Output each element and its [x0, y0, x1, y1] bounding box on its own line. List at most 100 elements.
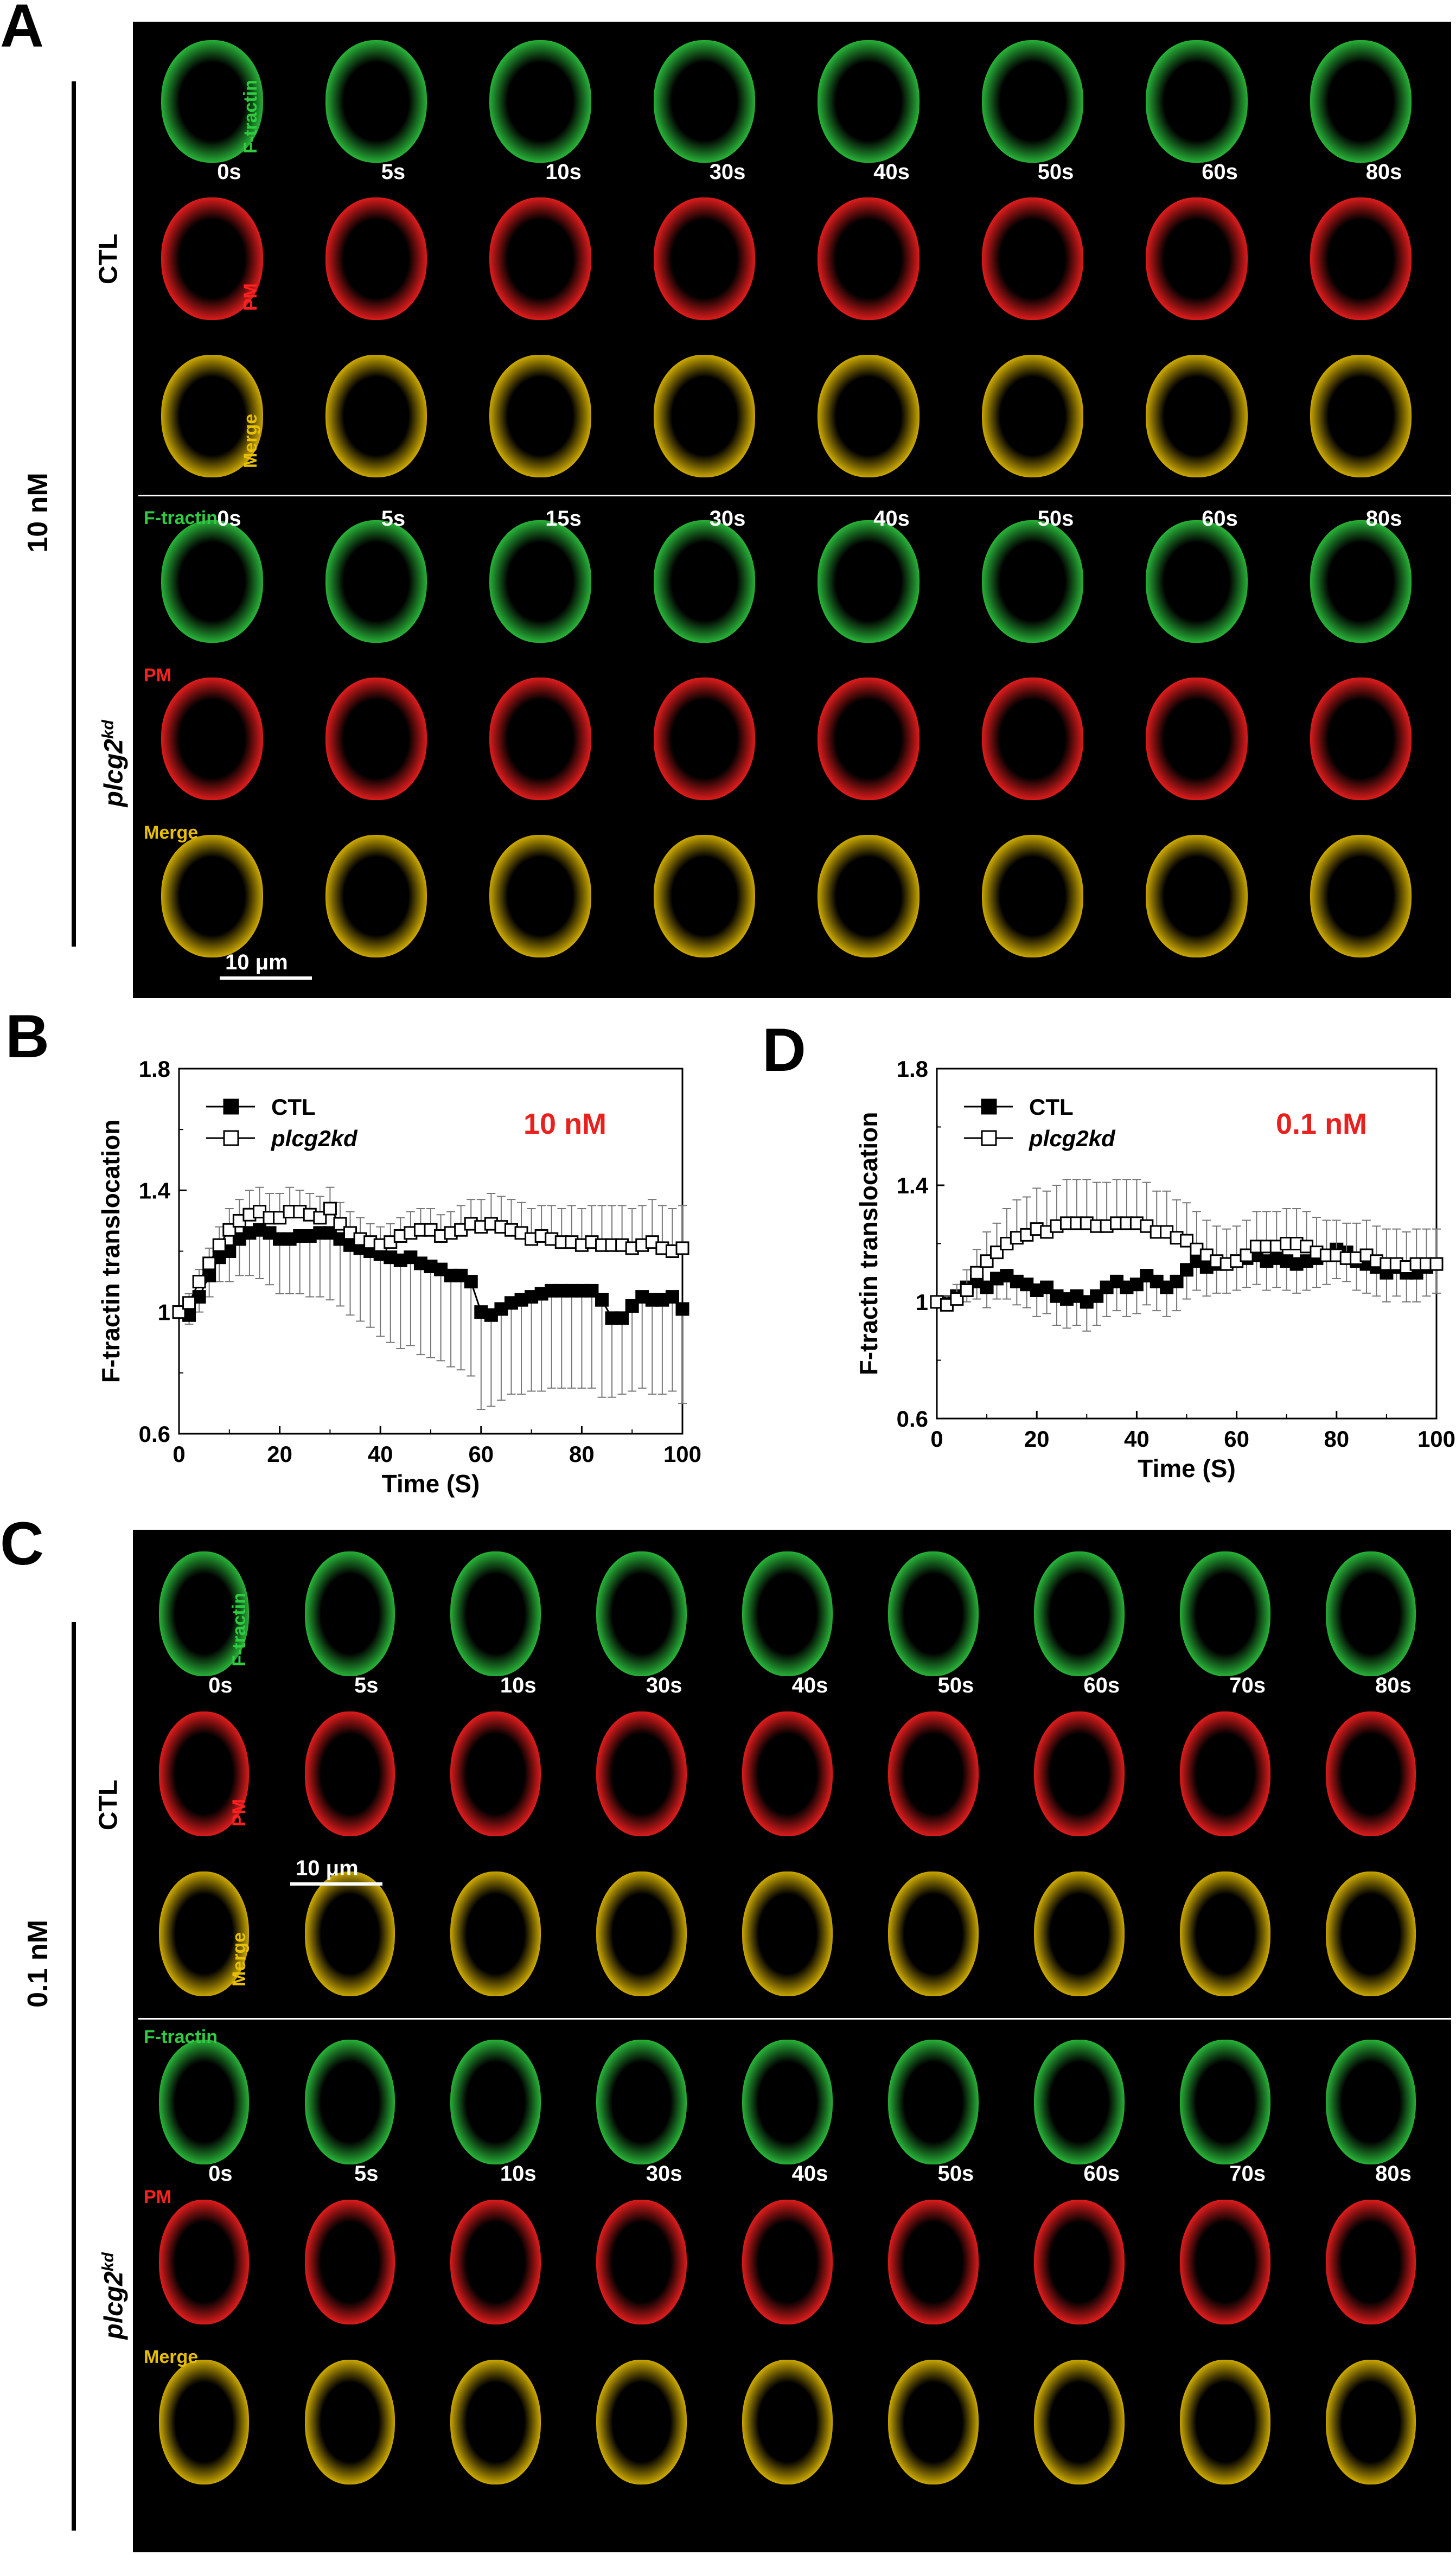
cell-c-kd-r0-c8 — [1325, 2039, 1416, 2164]
concentration-bar-c — [72, 1622, 76, 2531]
time-label-c-ctl-0: 0s — [208, 1673, 233, 1697]
cell-c-kd-r2-c5 — [888, 2359, 979, 2484]
chart-b: 0.6 1 1.4 1.8 0 20 40 60 80 100 Time (S) F-tractin … — [97, 1056, 701, 1498]
cell-a-ctl-r2-c6 — [1146, 355, 1248, 478]
y-tick-label-d-1: 1 — [916, 1289, 928, 1315]
cell-a-kd-r2-c4 — [818, 835, 919, 958]
time-label-c-kd-0: 0s — [208, 2162, 233, 2186]
x-tick-label-b-5: 100 — [663, 1441, 701, 1467]
cell-a-ctl-r0-c7 — [1310, 40, 1412, 163]
cell-c-kd-r2-c0 — [158, 2359, 250, 2484]
marker-b-0-49 — [665, 1290, 679, 1304]
marker-b-0-50 — [675, 1302, 689, 1316]
annotation-d: 0.1 nM — [1276, 1108, 1367, 1140]
time-label-a-ctl-7: 80s — [1365, 160, 1402, 184]
marker-d-0-25 — [1180, 1263, 1193, 1277]
cell-a-ctl-r2-c4 — [818, 355, 919, 478]
x-tick-label-b-2: 40 — [368, 1441, 393, 1467]
row-label-a-ctl-pm: PM — [240, 283, 261, 311]
cell-c-kd-r0-c6 — [1033, 2039, 1125, 2164]
time-label-a-kd-2: 15s — [545, 507, 582, 531]
x-tick-label-d-3: 60 — [1224, 1426, 1249, 1452]
marker-b-1-5 — [222, 1223, 237, 1237]
cell-c-ctl-r2-c3 — [596, 1871, 687, 1996]
marker-b-1-2 — [192, 1275, 206, 1289]
cell-c-ctl-r2-c2 — [450, 1871, 541, 1996]
time-label-a-ctl-5: 50s — [1037, 160, 1074, 184]
cell-a-kd-r1-c3 — [653, 678, 756, 801]
cell-a-kd-r1-c2 — [489, 678, 591, 801]
cell-c-kd-r1-c5 — [888, 2199, 979, 2324]
cell-a-kd-r0-c4 — [818, 520, 919, 643]
concentration-bar-a — [72, 81, 76, 947]
cell-c-ctl-r0-c1 — [304, 1551, 395, 1676]
cell-a-kd-r1-c5 — [981, 678, 1084, 801]
marker-d-1-5 — [980, 1254, 994, 1268]
row-label-a-kd-f-tractin: F-tractin — [144, 508, 218, 528]
cell-c-ctl-r0-c8 — [1325, 1551, 1416, 1676]
cell-a-ctl-r1-c2 — [489, 197, 591, 321]
cell-c-ctl-r1-c5 — [888, 1711, 979, 1836]
x-tick-label-d-4: 80 — [1324, 1426, 1349, 1452]
time-label-a-kd-1: 5s — [381, 507, 406, 531]
time-label-a-kd-5: 50s — [1037, 507, 1074, 531]
cell-a-ctl-r1-c1 — [325, 197, 427, 321]
scale-bar-label-a: 10 μm — [225, 950, 288, 974]
cell-c-ctl-r0-c7 — [1179, 1551, 1270, 1676]
time-label-a-ctl-0: 0s — [217, 160, 241, 184]
marker-d-1-6 — [990, 1245, 1004, 1260]
time-label-c-kd-8: 80s — [1375, 2162, 1412, 2186]
y-tick-label-d-2: 1.4 — [897, 1173, 929, 1198]
cell-a-kd-r0-c2 — [489, 520, 591, 643]
legend-marker-b-1 — [223, 1130, 239, 1146]
time-label-c-kd-1: 5s — [354, 2162, 379, 2186]
cell-c-ctl-r2-c4 — [742, 1871, 833, 1996]
row-label-c-kd-pm: PM — [144, 2187, 171, 2207]
row-label-a-kd-merge: Merge — [144, 822, 199, 843]
group-label-c-kd: plcg2kd — [99, 2252, 129, 2340]
cell-c-ctl-r2-c6 — [1033, 1871, 1125, 1996]
cell-c-ctl-r2-c5 — [888, 1871, 979, 1996]
marker-b-1-15 — [323, 1202, 337, 1216]
cell-a-kd-r2-c5 — [981, 835, 1084, 958]
row-label-c-ctl-pm: PM — [228, 1798, 250, 1826]
cell-c-ctl-r0-c6 — [1033, 1551, 1125, 1676]
marker-d-1-2 — [950, 1292, 964, 1306]
time-label-a-ctl-6: 60s — [1202, 160, 1238, 184]
time-label-c-ctl-1: 5s — [354, 1673, 379, 1697]
cell-a-ctl-r2-c0 — [161, 355, 263, 478]
cell-c-ctl-r1-c4 — [742, 1711, 833, 1836]
cell-c-ctl-r2-c7 — [1179, 1871, 1270, 1996]
cell-c-kd-r0-c5 — [888, 2039, 979, 2164]
cell-c-kd-r0-c7 — [1179, 2039, 1270, 2164]
legend-marker-d-0 — [981, 1098, 997, 1115]
marker-b-1-0 — [172, 1305, 186, 1319]
cell-a-kd-r1-c6 — [1146, 678, 1248, 801]
cell-c-ctl-r1-c7 — [1179, 1711, 1270, 1836]
time-label-c-kd-2: 10s — [500, 2162, 537, 2186]
cell-c-kd-r0-c3 — [596, 2039, 687, 2164]
row-label-a-ctl-f-tractin: F-tractin — [240, 79, 261, 154]
time-label-c-kd-5: 50s — [937, 2162, 974, 2186]
row-label-a-kd-pm: PM — [144, 665, 171, 686]
marker-b-0-29 — [464, 1275, 478, 1289]
cell-c-ctl-r1-c6 — [1033, 1711, 1125, 1836]
x-tick-label-b-1: 20 — [267, 1441, 292, 1467]
cell-a-kd-r2-c0 — [161, 835, 263, 958]
cell-a-ctl-r1-c4 — [818, 197, 919, 321]
concentration-label-c: 0.1 nM — [22, 1920, 54, 2008]
cell-c-ctl-r0-c2 — [450, 1551, 541, 1676]
marker-b-1-50 — [675, 1241, 689, 1255]
cell-c-kd-r0-c2 — [450, 2039, 541, 2164]
cell-c-ctl-r1-c3 — [596, 1711, 687, 1836]
cell-a-ctl-r1-c3 — [653, 197, 756, 321]
y-tick-label-d-0: 0.6 — [897, 1406, 928, 1432]
y-axis-label-b: F-tractin translocation — [97, 1120, 125, 1383]
marker-b-1-1 — [182, 1296, 196, 1310]
legend-marker-b-0 — [223, 1098, 239, 1115]
group-label-c-ctl: CTL — [94, 1779, 123, 1831]
cell-c-kd-r0-c1 — [304, 2039, 395, 2164]
cell-c-kd-r0-c0 — [158, 2039, 250, 2164]
marker-d-1-50 — [1429, 1257, 1444, 1271]
panel-letter-d: D — [762, 1016, 806, 1084]
